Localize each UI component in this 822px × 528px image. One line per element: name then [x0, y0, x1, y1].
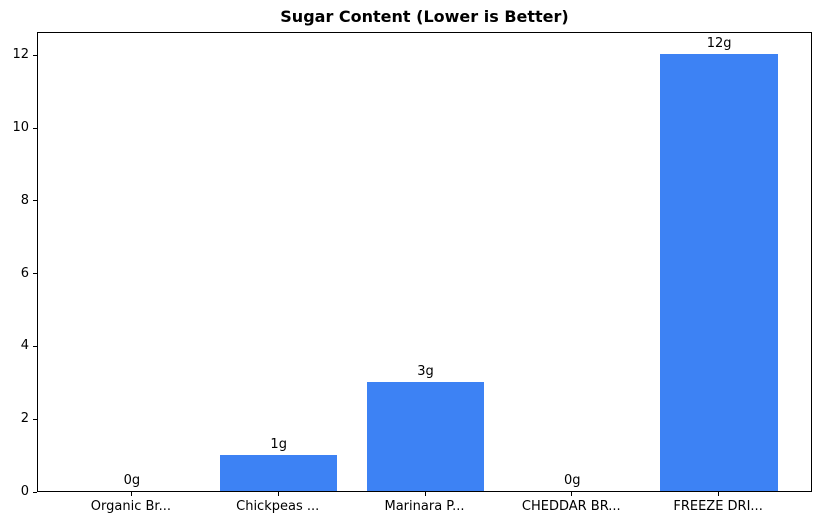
- bar: [660, 54, 778, 491]
- x-tick-label: Chickpeas ...: [236, 499, 320, 514]
- y-tick-label: 4: [20, 338, 29, 354]
- y-tick-label: 2: [20, 411, 29, 427]
- bar-value-label: 1g: [270, 436, 287, 452]
- bar-value-label: 0g: [564, 473, 581, 488]
- bar: [366, 381, 485, 491]
- y-tick-label: 10: [12, 120, 29, 136]
- y-tick-mark: [33, 418, 37, 420]
- y-tick-mark: [33, 200, 37, 202]
- y-tick-mark: [33, 127, 37, 129]
- y-tick-label: 8: [20, 192, 29, 208]
- bar-value-label: 0g: [123, 473, 141, 488]
- bar-value-label: 12g: [706, 36, 732, 52]
- plot-area: 0g 1g 3g 0g 12g: [37, 32, 812, 492]
- y-tick-mark: [33, 491, 37, 493]
- x-tick-label: Organic Br...: [90, 499, 171, 514]
- y-tick-label: 0: [20, 484, 29, 499]
- x-tick-label: CHEDDAR BR...: [521, 499, 621, 514]
- y-tick-label: 6: [20, 265, 29, 281]
- x-tick-mark: [130, 492, 132, 496]
- bar-value-label: 3g: [417, 363, 434, 379]
- x-tick-label: FREEZE DRI...: [673, 499, 763, 514]
- x-tick-label: Marinara P...: [384, 499, 465, 514]
- bar: [220, 454, 338, 491]
- x-tick-mark: [718, 492, 720, 496]
- x-tick-mark: [424, 492, 426, 496]
- y-tick-mark: [33, 345, 37, 347]
- x-tick-mark: [571, 492, 573, 496]
- chart-title: Sugar Content (Lower is Better): [280, 7, 569, 26]
- y-tick-mark: [33, 273, 37, 275]
- y-tick-mark: [33, 54, 37, 56]
- y-tick-label: 12: [12, 47, 29, 63]
- x-tick-mark: [277, 492, 279, 496]
